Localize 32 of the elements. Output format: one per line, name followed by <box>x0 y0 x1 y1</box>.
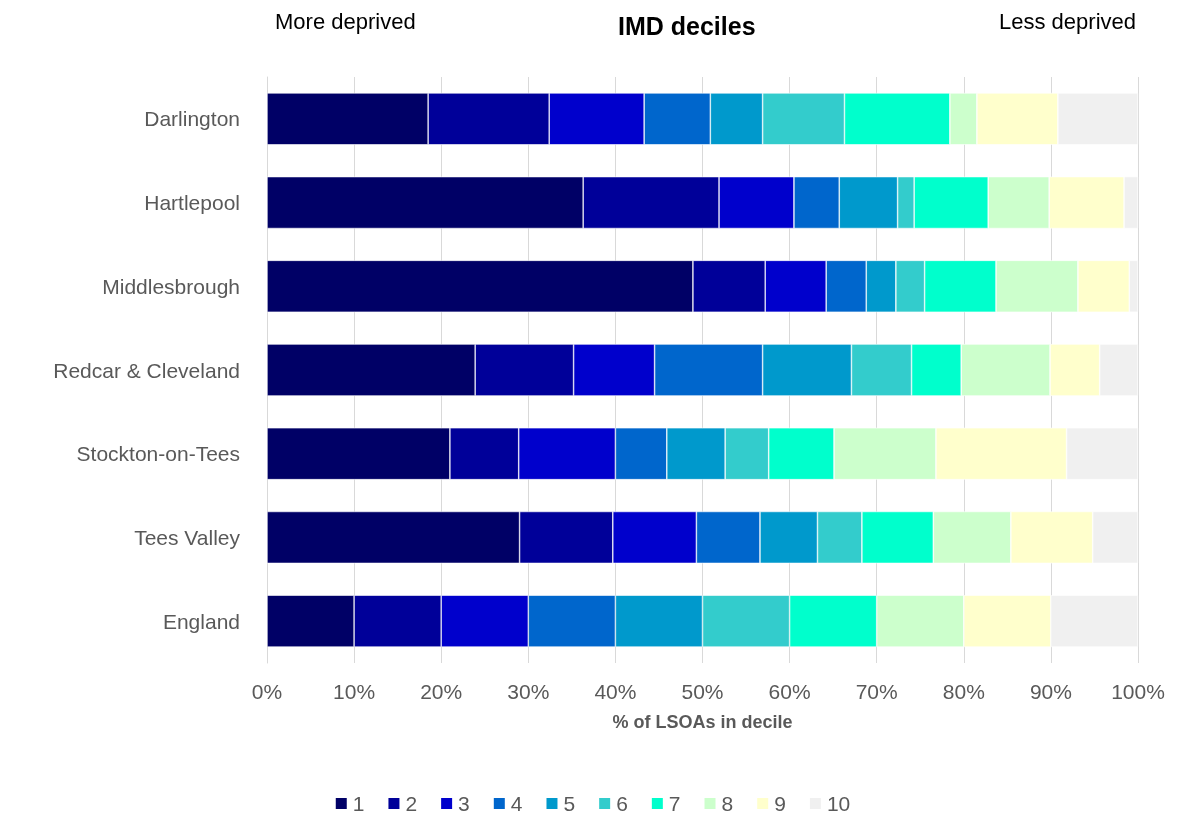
y-tick-label: Hartlepool <box>144 191 240 215</box>
x-tick-label: 60% <box>768 680 811 703</box>
x-tick-label: 0% <box>251 680 283 703</box>
x-tick-label: 50% <box>681 680 724 703</box>
x-tick-label: 70% <box>855 680 898 703</box>
x-tick-label: 40% <box>594 680 637 703</box>
y-tick-label: Tees Valley <box>134 525 241 549</box>
legend-label: 5 <box>563 792 576 815</box>
text: Less deprived <box>999 8 1137 34</box>
x-tick-label: 100% <box>1111 680 1165 703</box>
x-tick-label: 80% <box>942 680 985 703</box>
legend-label: 7 <box>668 792 681 815</box>
legend-label: 10 <box>826 792 851 815</box>
legend-label: 1 <box>352 792 365 815</box>
x-axis-title: % of LSOAs in decile <box>612 712 793 732</box>
y-tick-label: Darlington <box>144 107 240 131</box>
x-tick-label: 30% <box>507 680 550 703</box>
legend-label: 8 <box>721 792 734 815</box>
legend-label: 6 <box>616 792 628 815</box>
y-tick-label: England <box>162 609 240 633</box>
y-tick-label: Middlesbrough <box>102 274 240 298</box>
y-tick-label: Stockton-on-Tees <box>76 442 240 466</box>
y-tick-label: Redcar & Cleveland <box>53 358 240 382</box>
legend-label: 4 <box>510 792 523 815</box>
x-tick-label: 10% <box>333 680 376 703</box>
x-tick-label: 90% <box>1029 680 1072 703</box>
chart-title: IMD deciles <box>618 11 756 40</box>
legend-label: 3 <box>458 792 470 815</box>
text: More deprived <box>275 8 416 34</box>
legend-label: 9 <box>774 792 786 815</box>
x-tick-label: 20% <box>420 680 463 703</box>
legend-label: 2 <box>405 792 418 815</box>
